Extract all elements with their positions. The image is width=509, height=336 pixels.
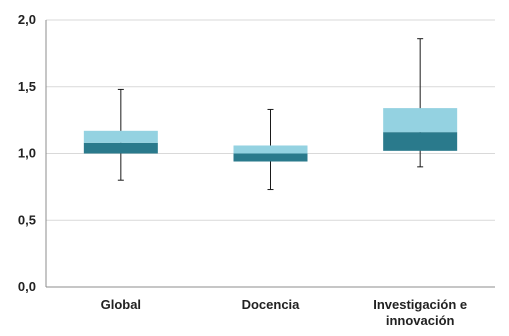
y-tick-label: 0,0 xyxy=(18,279,36,294)
box-plot-2 xyxy=(233,108,308,191)
box-lower-quartile xyxy=(383,132,458,151)
x-category-label: Global xyxy=(101,297,141,312)
axis-labels: 0,0 0,5 1,0 1,5 2,0 Global Docencia Investigaci… xyxy=(18,12,467,328)
box-upper-quartile xyxy=(233,145,308,154)
box-upper-quartile xyxy=(83,130,158,143)
y-tick-label: 0,5 xyxy=(18,212,36,227)
y-tick-label: 1,5 xyxy=(18,79,36,94)
axes xyxy=(45,20,495,288)
y-tick-label: 1,0 xyxy=(18,146,36,161)
box-upper-quartile xyxy=(383,108,458,133)
box-lower-quartile xyxy=(233,153,308,162)
box-lower-quartile xyxy=(83,142,158,154)
box-plot-1 xyxy=(83,88,158,181)
x-category-label: Investigación e xyxy=(373,297,467,312)
x-category-label: innovación xyxy=(386,313,455,328)
box-series xyxy=(83,38,458,191)
x-category-label: Docencia xyxy=(242,297,301,312)
box-plot-3 xyxy=(383,38,458,168)
y-tick-label: 2,0 xyxy=(18,12,36,27)
